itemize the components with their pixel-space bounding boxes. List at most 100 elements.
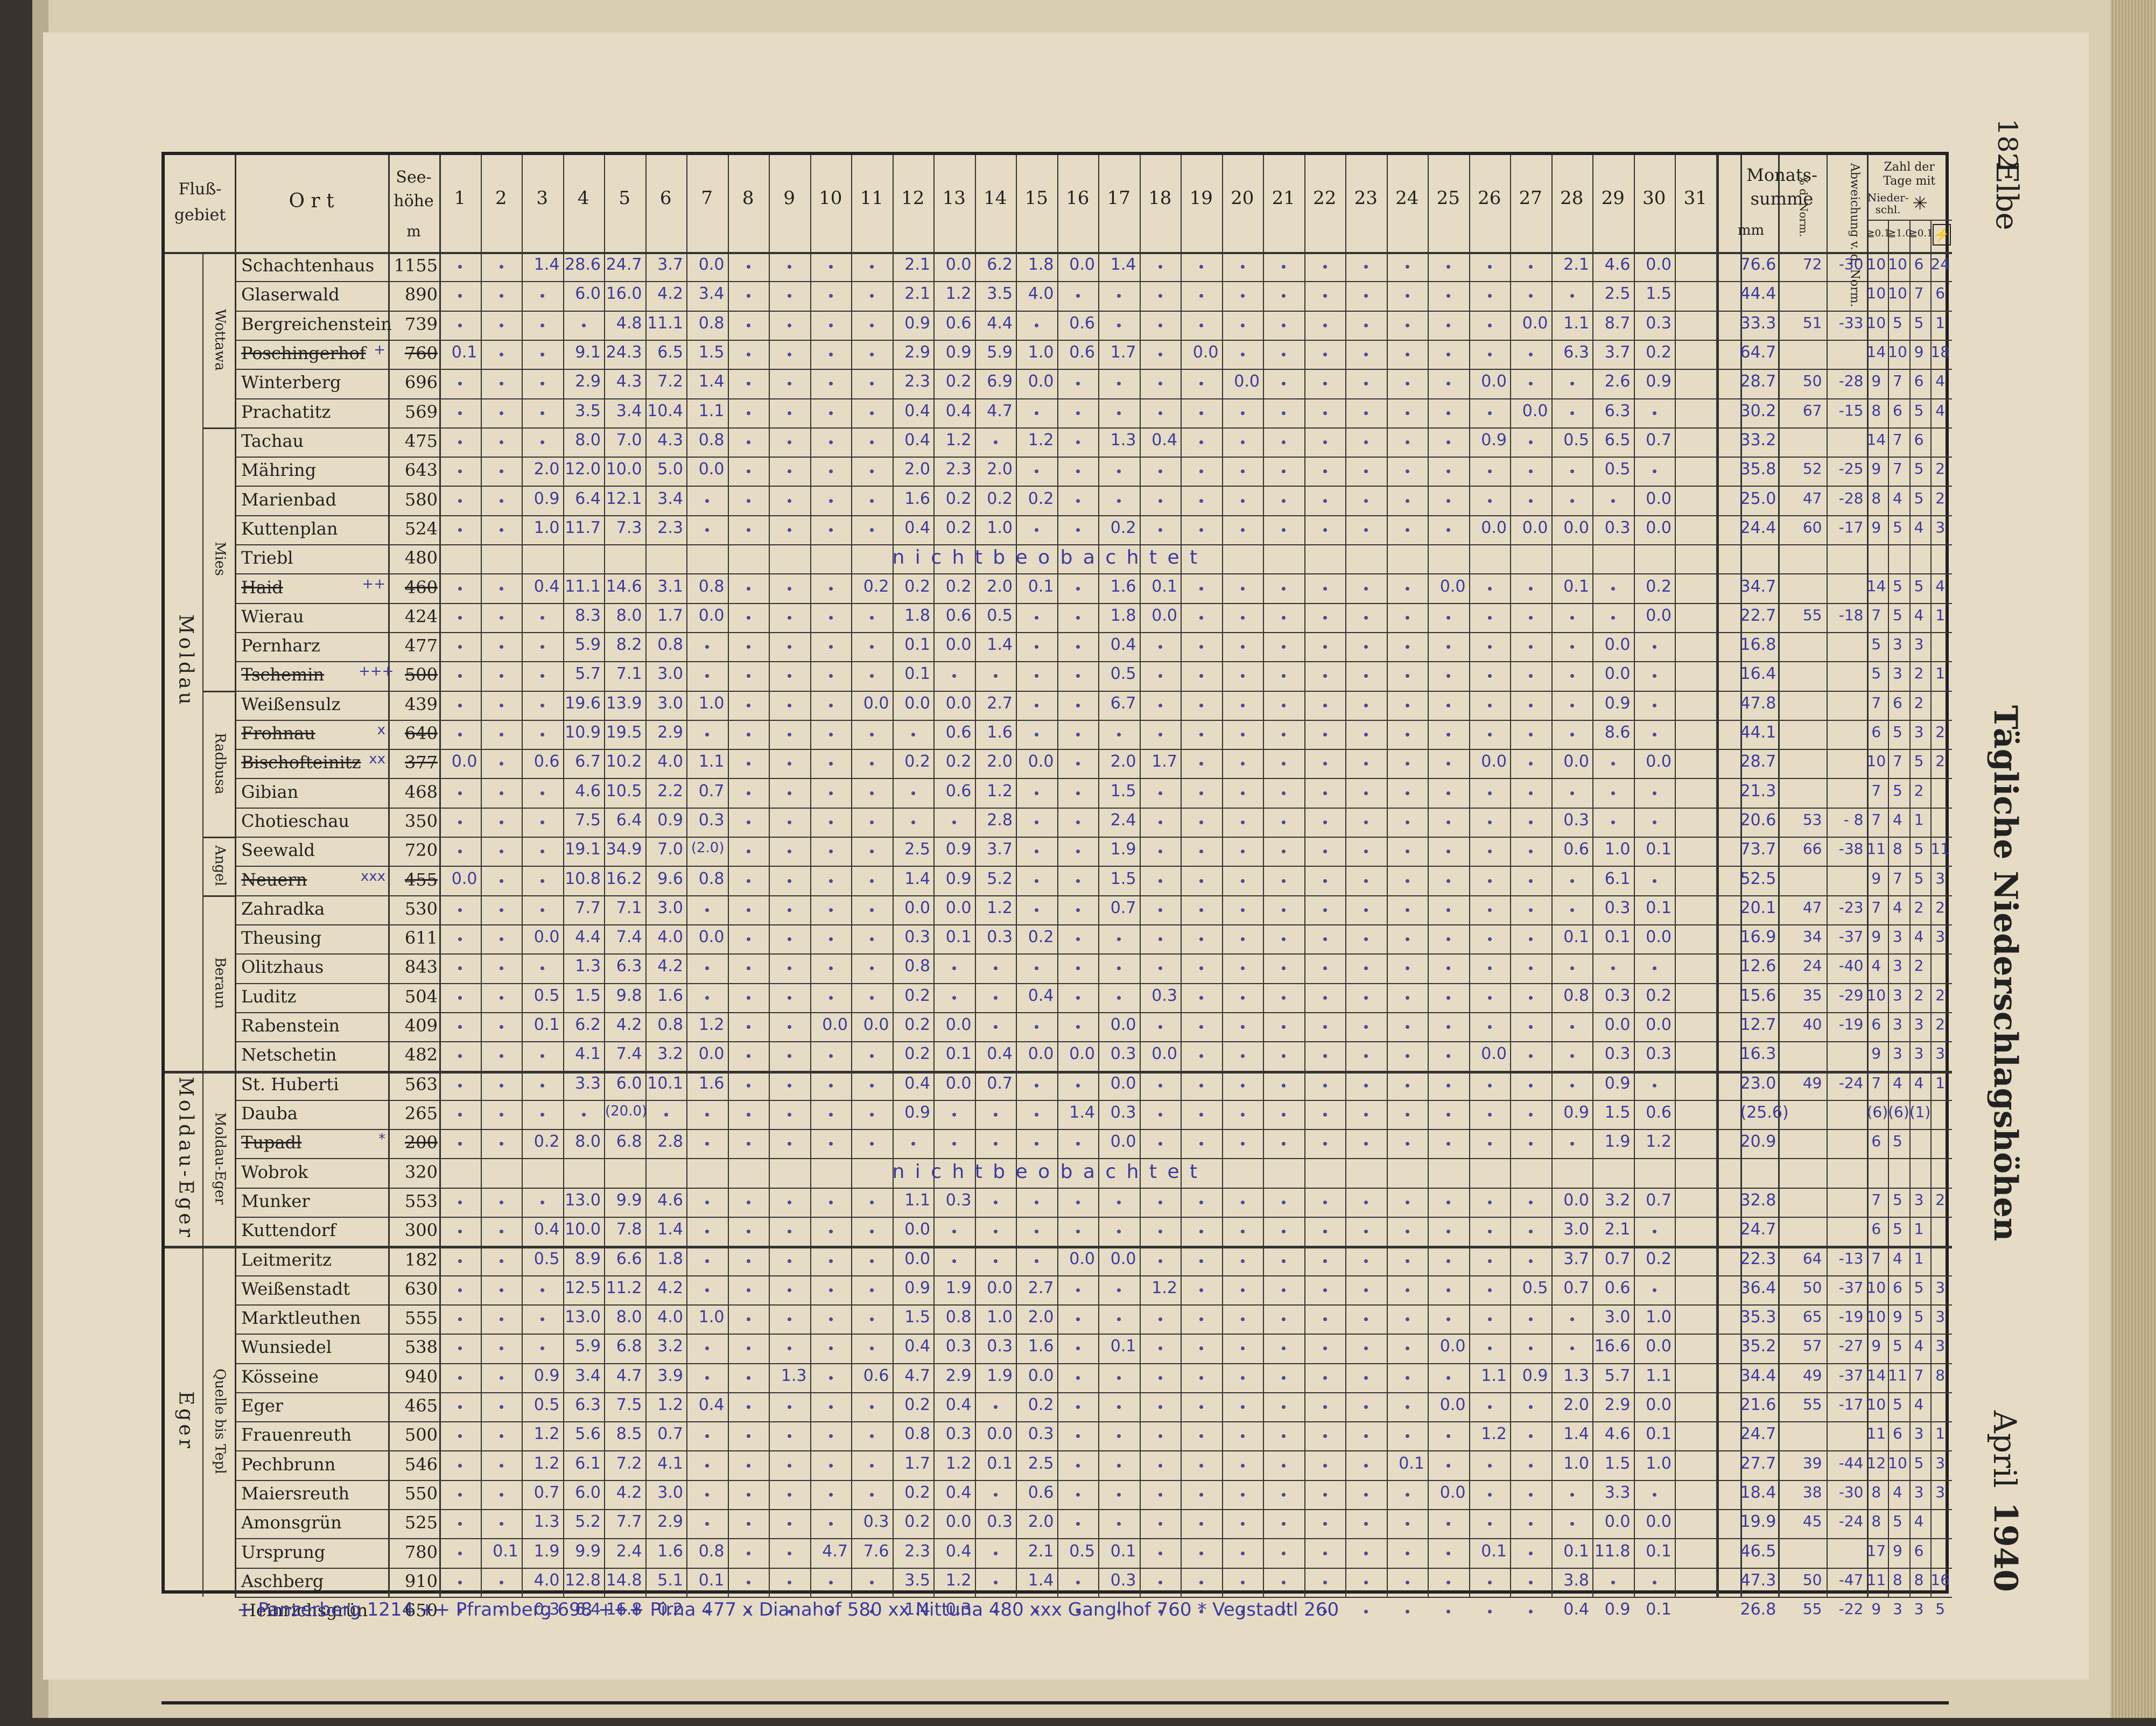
daily-value: 0.0 <box>1481 518 1507 537</box>
daily-value: 10.5 <box>606 781 642 801</box>
no-precip-dot <box>1282 1551 1286 1555</box>
daily-value: 1.0 <box>1604 840 1631 859</box>
no-precip-dot <box>1240 1463 1245 1468</box>
no-precip-dot <box>1282 1054 1286 1058</box>
no-precip-dot <box>1446 674 1451 678</box>
no-precip-dot <box>1076 1346 1080 1351</box>
daily-value: 9.6 <box>657 869 683 888</box>
no-precip-dot <box>458 645 462 649</box>
daily-value: 2.8 <box>657 1132 683 1152</box>
day-count-d3: 2 <box>1914 898 1924 916</box>
no-precip-dot <box>499 615 503 620</box>
no-precip-dot <box>870 645 874 649</box>
no-precip-dot <box>828 791 833 795</box>
day-count-d2: 5 <box>1893 606 1902 624</box>
monthly-sum: 34.4 <box>1740 1366 1776 1385</box>
station-name: Tschemin <box>241 664 325 685</box>
daily-value: 6.5 <box>1604 430 1631 450</box>
no-precip-dot <box>1529 615 1533 620</box>
daily-value: 0.1 <box>1646 840 1672 859</box>
day-count-d4: 1 <box>1935 1425 1946 1443</box>
no-precip-dot <box>1570 615 1574 620</box>
daily-value: 0.0 <box>1439 1483 1466 1502</box>
monthly-sum: 27.7 <box>1740 1454 1776 1473</box>
no-precip-dot <box>1323 791 1327 795</box>
percent-of-normal: 55 <box>1802 1600 1822 1618</box>
no-precip-dot <box>1446 1230 1451 1234</box>
day-count-d1: 7 <box>1871 606 1881 624</box>
no-precip-dot <box>788 1346 792 1351</box>
station-name: Wierau <box>241 606 304 627</box>
no-precip-dot <box>1240 908 1245 912</box>
daily-value: 4.1 <box>575 1044 601 1064</box>
no-precip-dot <box>1323 733 1327 737</box>
no-precip-dot <box>1446 1463 1451 1468</box>
no-precip-dot <box>1446 908 1451 912</box>
header-day-1: 1 <box>454 187 466 209</box>
header-day-16: 16 <box>1066 187 1090 209</box>
daily-value: 1.3 <box>533 1512 560 1532</box>
daily-value: 3.4 <box>575 1366 601 1385</box>
header-pct-norm: % d. Norm. <box>1797 175 1810 237</box>
daily-value: 0.0 <box>1069 1249 1095 1268</box>
grid-line <box>235 749 1952 750</box>
no-precip-dot <box>1364 850 1368 854</box>
station-name: Rabenstein <box>241 1015 340 1036</box>
percent-of-normal: 52 <box>1802 460 1822 478</box>
no-precip-dot <box>746 820 750 824</box>
day-count-d2: 3 <box>1893 986 1902 1004</box>
daily-value: 2.5 <box>1028 1454 1054 1473</box>
no-precip-dot <box>746 879 750 883</box>
no-precip-dot <box>1117 966 1121 971</box>
daily-value: 1.7 <box>904 1454 930 1473</box>
no-precip-dot <box>952 1259 957 1263</box>
station-elevation: 409 <box>404 1015 438 1036</box>
page-edges <box>2110 0 2156 1718</box>
daily-value: 0.0 <box>1439 1337 1466 1356</box>
grid-line <box>1866 220 1952 221</box>
station-footnote-mark: ++ <box>362 576 385 592</box>
daily-value: 0.3 <box>1604 518 1631 537</box>
no-precip-dot <box>1529 1610 1533 1614</box>
day-count-d2: 5 <box>1893 1337 1902 1355</box>
header-seehoehe: See-höhe <box>394 168 434 211</box>
no-precip-dot <box>746 703 750 707</box>
no-precip-dot <box>1323 294 1327 298</box>
no-precip-dot <box>746 1610 750 1614</box>
daily-value: 0.2 <box>904 986 930 1005</box>
header-day-18: 18 <box>1148 187 1172 209</box>
grid-line <box>1778 155 1780 1597</box>
no-precip-dot <box>1364 469 1368 474</box>
no-precip-dot <box>1487 995 1492 1000</box>
daily-value: 0.0 <box>945 1015 972 1035</box>
monthly-sum: 44.1 <box>1740 723 1776 742</box>
no-precip-dot <box>1240 995 1245 1000</box>
daily-value: 5.2 <box>987 869 1013 888</box>
table-title: Tägliche Niederschlagshöhen <box>1986 705 2024 1241</box>
no-precip-dot <box>1323 1142 1327 1146</box>
no-precip-dot <box>993 1551 998 1555</box>
no-precip-dot <box>458 1142 462 1146</box>
no-precip-dot <box>1529 1522 1533 1526</box>
daily-value: 6.8 <box>616 1132 642 1152</box>
day-count-d2: 11 <box>1888 1366 1907 1384</box>
no-precip-dot <box>1405 1551 1409 1555</box>
no-precip-dot <box>1076 1317 1080 1322</box>
no-precip-dot <box>458 1288 462 1292</box>
daily-value: 0.6 <box>1604 1278 1631 1297</box>
daily-value: 8.7 <box>1604 313 1631 333</box>
daily-value: 7.5 <box>575 810 601 830</box>
station-elevation: 500 <box>404 664 438 685</box>
daily-value: 6.3 <box>575 1395 601 1415</box>
no-precip-dot <box>870 1259 874 1263</box>
no-precip-dot <box>1570 733 1574 737</box>
no-precip-dot <box>1240 645 1245 649</box>
no-precip-dot <box>870 908 874 912</box>
day-count-d1: 10 <box>1866 284 1886 303</box>
daily-value: 0.0 <box>698 255 725 275</box>
daily-value: 0.3 <box>1110 1570 1136 1590</box>
daily-value: 0.0 <box>1522 401 1548 420</box>
daily-value: 7.1 <box>616 898 642 917</box>
header-monatssumme: Monats-summe <box>1746 165 1817 209</box>
no-precip-dot <box>1199 1230 1204 1234</box>
